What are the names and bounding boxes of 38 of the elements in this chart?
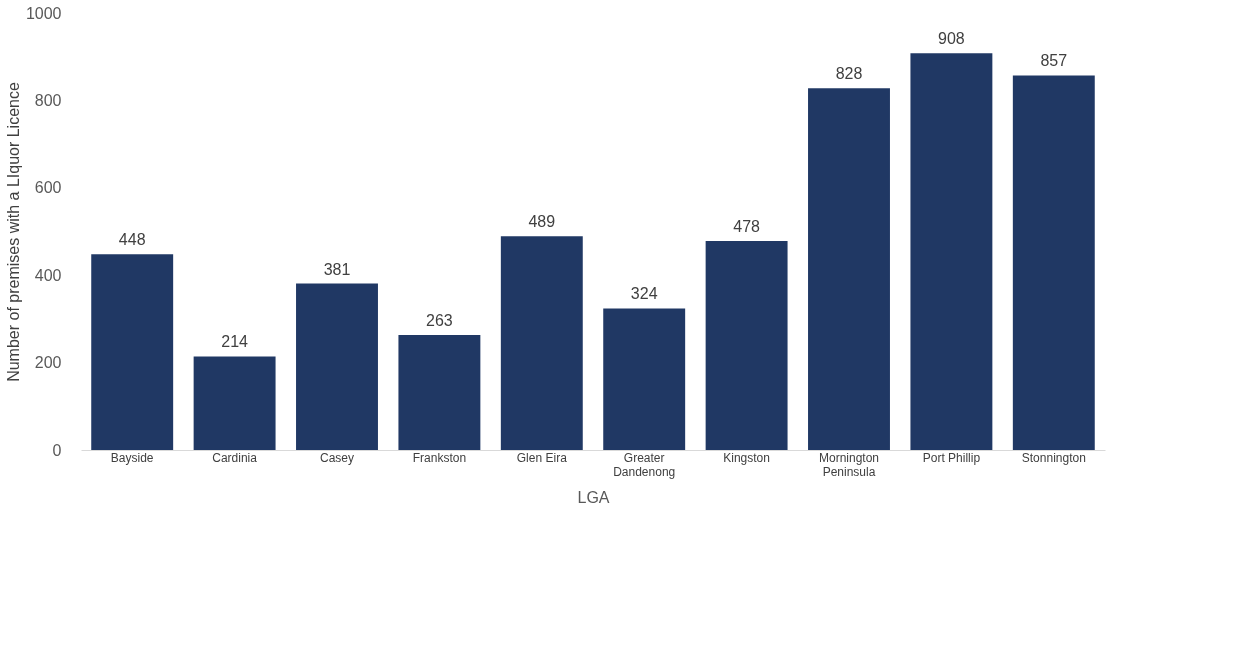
data-label: 214 bbox=[221, 333, 249, 351]
bar bbox=[910, 53, 993, 450]
data-label: 828 bbox=[835, 65, 863, 83]
y-tick-label: 600 bbox=[34, 179, 62, 197]
data-label: 448 bbox=[118, 231, 146, 249]
bar bbox=[193, 356, 276, 450]
x-tick-label: Bayside bbox=[110, 450, 154, 465]
bar bbox=[705, 241, 788, 450]
data-label: 263 bbox=[426, 312, 453, 330]
bar bbox=[296, 283, 378, 450]
x-axis-title: LGA bbox=[577, 488, 610, 506]
y-tick-label: 0 bbox=[52, 441, 62, 459]
x-tick-label: Casey bbox=[319, 450, 355, 465]
x-tick-label: Mornington Peninsula bbox=[818, 450, 880, 479]
x-tick-label: Frankston bbox=[412, 450, 467, 465]
y-axis-title: Number of premises with a LIquor Licence bbox=[4, 82, 22, 382]
x-tick-label: Glen Eira bbox=[516, 450, 568, 465]
x-tick-label: Cardinia bbox=[212, 450, 258, 465]
data-label: 478 bbox=[733, 218, 761, 236]
data-label: 857 bbox=[1040, 52, 1068, 70]
x-tick-label: Stonnington bbox=[1021, 450, 1086, 465]
x-tick-label: Kingston bbox=[723, 450, 770, 465]
bar bbox=[808, 88, 890, 450]
bar bbox=[398, 335, 481, 450]
y-tick-label: 200 bbox=[34, 354, 62, 372]
data-label: 324 bbox=[630, 285, 658, 303]
bar bbox=[603, 308, 686, 450]
bar bbox=[1012, 75, 1095, 450]
x-tick-label: Greater Dandenong bbox=[613, 450, 676, 479]
bar bbox=[91, 254, 174, 450]
bar bbox=[500, 236, 583, 450]
data-label: 489 bbox=[528, 213, 556, 231]
y-tick-label: 800 bbox=[34, 91, 62, 109]
y-tick-label: 400 bbox=[34, 266, 62, 284]
x-tick-label: Port Phillip bbox=[922, 450, 981, 465]
data-label: 381 bbox=[323, 260, 351, 278]
y-tick-label: 1000 bbox=[25, 4, 62, 22]
data-label: 908 bbox=[938, 30, 965, 48]
